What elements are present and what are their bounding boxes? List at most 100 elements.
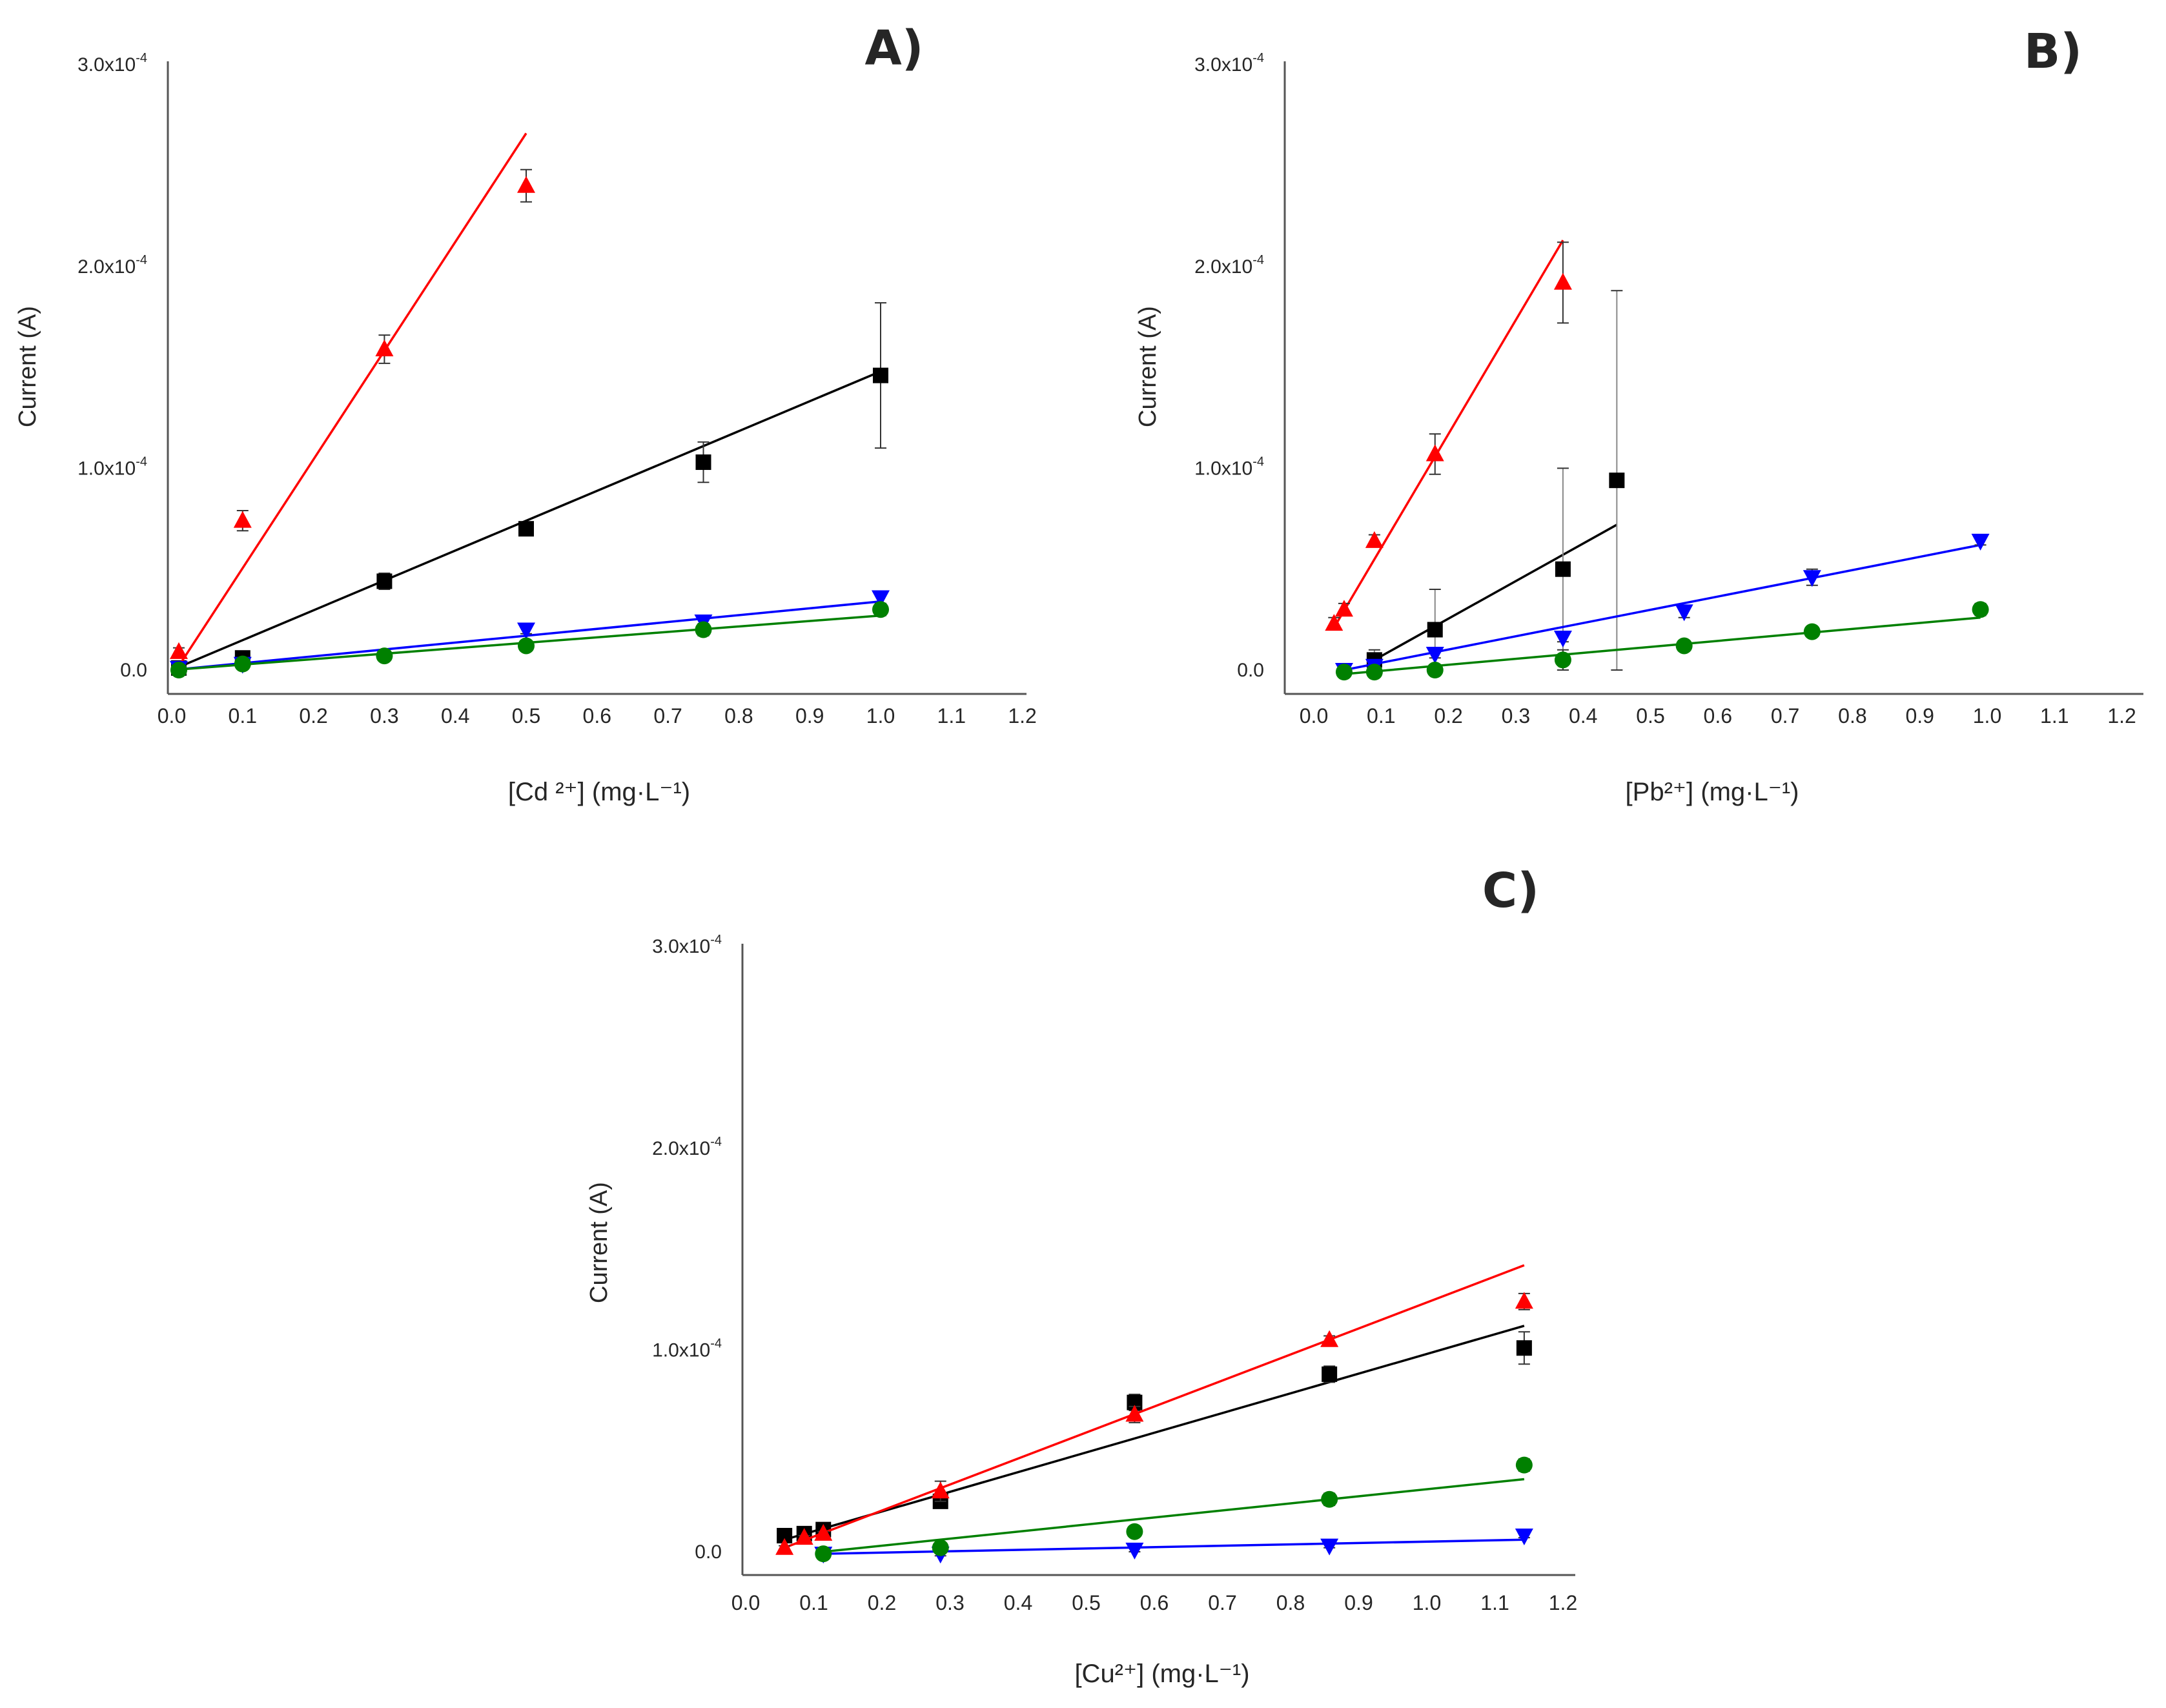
data-point-green xyxy=(1335,664,1353,681)
data-point-red xyxy=(1125,1405,1144,1422)
data-point-green xyxy=(815,1545,832,1563)
data-point-green xyxy=(932,1539,949,1556)
y-tick-exponent: -4 xyxy=(136,253,147,267)
x-tick-label: 0.7 xyxy=(653,704,682,727)
y-axis-label: Current (A) xyxy=(586,1182,613,1303)
x-tick-label: 0.1 xyxy=(1367,704,1395,727)
y-tick-exponent: -4 xyxy=(136,51,147,65)
y-tick-mantissa: 2.0x10 xyxy=(77,256,136,278)
data-point-black xyxy=(376,573,393,589)
series-green xyxy=(1335,601,1989,681)
data-point-blue xyxy=(1425,646,1444,664)
data-point-red xyxy=(1515,1292,1533,1309)
series-black xyxy=(170,302,888,676)
x-tick-label: 0.1 xyxy=(229,704,257,727)
y-tick-exponent: -4 xyxy=(1252,454,1264,469)
x-tick-label: 1.0 xyxy=(1413,1591,1441,1614)
y-tick-mantissa: 3.0x10 xyxy=(1194,54,1252,76)
x-tick-label: 0.6 xyxy=(583,704,611,727)
fit-line-blue xyxy=(1344,544,1981,671)
series-red xyxy=(169,132,535,667)
data-point-red xyxy=(1320,1330,1339,1347)
fit-line-black xyxy=(1374,524,1618,661)
y-tick-mantissa: 1.0x10 xyxy=(652,1339,710,1361)
series-red xyxy=(1325,239,1572,631)
y-tick-mantissa: 1.0x10 xyxy=(77,458,136,479)
x-tick-label: 0.3 xyxy=(370,704,398,727)
y-tick-mantissa: 0.0 xyxy=(695,1541,722,1563)
x-tick-label: 1.1 xyxy=(2040,704,2069,727)
chart-panel-c: 0.0 0.1 0.2 0.3 0.4 0.5 0.6 0.7 0.8 0.9 1.0 1.1 1.2 0… xyxy=(586,863,1577,1688)
data-point-green xyxy=(234,655,251,673)
y-tick-exponent: -4 xyxy=(710,1336,722,1350)
data-point-green xyxy=(1803,623,1821,640)
y-tick-label: 0.0 xyxy=(120,660,147,681)
y-tick-label: 0.0 xyxy=(1237,660,1264,681)
data-point-green xyxy=(376,647,393,665)
x-tick-label: 0.9 xyxy=(795,704,824,727)
data-point-green xyxy=(872,601,889,618)
x-tick-label: 1.2 xyxy=(1549,1591,1577,1614)
y-tick-mantissa: 3.0x10 xyxy=(77,54,136,76)
data-point-black xyxy=(1427,622,1443,638)
x-tick-label: 1.0 xyxy=(866,704,895,727)
x-tick-label: 0.7 xyxy=(1208,1591,1236,1614)
fit-line-black xyxy=(784,1325,1525,1541)
x-tick-label: 0.2 xyxy=(299,704,327,727)
x-tick-label: 1.2 xyxy=(2107,704,2136,727)
y-tick-mantissa: 2.0x10 xyxy=(1194,256,1252,278)
y-tick-exponent: -4 xyxy=(1252,51,1264,65)
y-tick-mantissa: 1.0x10 xyxy=(1194,458,1252,479)
x-tick-label: 0.6 xyxy=(1704,704,1732,727)
x-tick-label: 0.5 xyxy=(1636,704,1664,727)
data-point-red xyxy=(795,1528,813,1545)
x-tick-label: 0.5 xyxy=(512,704,540,727)
panel-label: C) xyxy=(1482,863,1539,919)
x-tick-label: 0.6 xyxy=(1140,1591,1169,1614)
y-tick-label: 2.0x10-4 xyxy=(77,253,147,278)
x-tick-label: 0.2 xyxy=(1434,704,1462,727)
data-point-blue xyxy=(1515,1528,1533,1545)
data-point-black xyxy=(1322,1366,1338,1382)
data-point-black xyxy=(1609,473,1625,489)
series-black xyxy=(1366,290,1625,671)
y-tick-mantissa: 0.0 xyxy=(120,660,147,681)
data-point-black xyxy=(518,521,534,537)
y-axis-label: Current (A) xyxy=(14,306,41,427)
data-point-black xyxy=(695,454,711,471)
x-tick-label: 1.1 xyxy=(1480,1591,1509,1614)
data-point-red xyxy=(1325,614,1344,631)
data-point-black xyxy=(1516,1340,1532,1356)
fit-line-black xyxy=(171,370,881,671)
data-point-black xyxy=(1555,561,1571,577)
x-tick-label: 0.0 xyxy=(1300,704,1328,727)
data-point-blue xyxy=(1803,570,1821,587)
x-axis-label: [Cd ²⁺] (mg·L⁻¹) xyxy=(508,778,690,806)
data-point-green xyxy=(695,621,712,638)
data-point-green xyxy=(1972,601,1989,618)
data-point-blue xyxy=(1553,630,1572,647)
y-tick-label: 3.0x10-4 xyxy=(1194,51,1264,76)
x-tick-label: 0.4 xyxy=(1004,1591,1032,1614)
data-point-green xyxy=(1554,651,1571,669)
x-tick-label: 1.1 xyxy=(937,704,966,727)
y-tick-label: 1.0x10-4 xyxy=(652,1336,722,1361)
x-tick-label: 0.8 xyxy=(1838,704,1866,727)
series-blue xyxy=(814,1528,1533,1564)
data-point-green xyxy=(1426,662,1444,678)
fit-line-red xyxy=(784,1264,1525,1549)
x-tick-label: 0.2 xyxy=(868,1591,896,1614)
series-blue xyxy=(1334,533,1990,680)
y-tick-label: 0.0 xyxy=(695,1541,722,1563)
y-tick-exponent: -4 xyxy=(710,933,722,947)
data-point-green xyxy=(1675,637,1693,655)
x-tick-label: 0.7 xyxy=(1771,704,1799,727)
chart-panel-a: 0.0 0.1 0.2 0.3 0.4 0.5 0.6 0.7 0.8 0.9 1.0 1.1 1.2 0… xyxy=(14,21,1037,806)
x-tick-label: 0.8 xyxy=(1276,1591,1305,1614)
x-tick-label: 0.3 xyxy=(935,1591,964,1614)
data-point-red xyxy=(517,176,535,193)
y-tick-label: 2.0x10-4 xyxy=(1194,253,1264,278)
data-point-red xyxy=(1425,444,1444,462)
x-tick-label: 1.0 xyxy=(1973,704,2001,727)
